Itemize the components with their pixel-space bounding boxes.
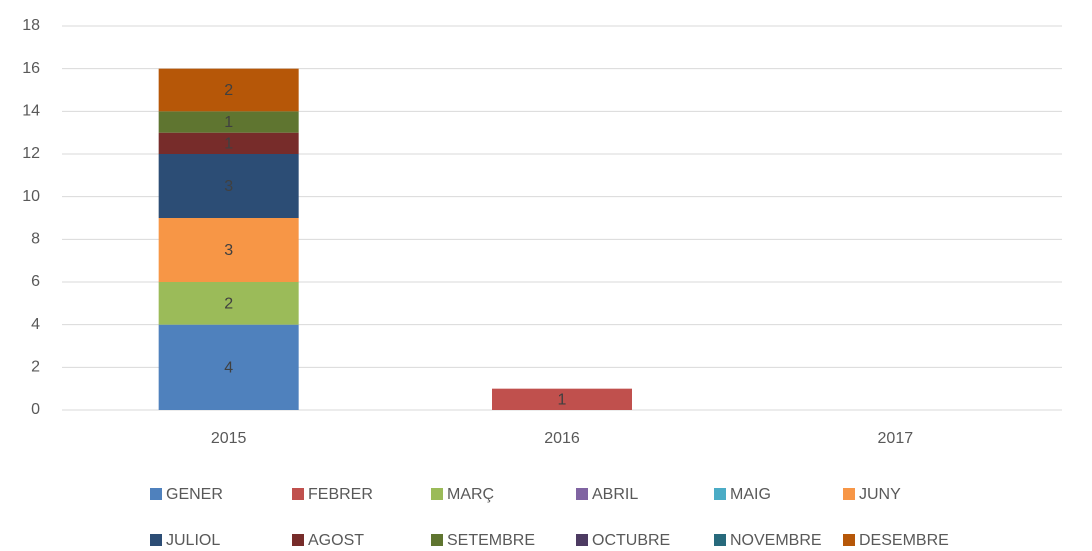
legend-label: NOVEMBRE [730,532,822,549]
legend-label: JUNY [859,486,901,503]
y-tick-label: 8 [31,231,40,248]
y-tick-label: 18 [22,17,40,34]
legend-label: AGOST [308,532,364,549]
legend-label: MAIG [730,486,771,503]
y-tick-label: 14 [22,103,40,120]
y-tick-label: 6 [31,273,40,290]
legend-swatch [292,534,304,546]
x-tick-label: 2016 [544,430,580,447]
legend-label: FEBRER [308,486,373,503]
legend-swatch [714,488,726,500]
legend-label: MARÇ [447,486,494,503]
y-tick-label: 4 [31,316,40,333]
legend-swatch [150,488,162,500]
y-tick-label: 2 [31,359,40,376]
bar-segment [158,218,299,282]
legend-swatch [576,534,588,546]
data-label: 1 [224,136,233,153]
legend-label: DESEMBRE [859,532,949,549]
legend-swatch [714,534,726,546]
legend-swatch [843,534,855,546]
legend-swatch [292,488,304,500]
legend-swatch [431,488,443,500]
legend-label: ABRIL [592,486,638,503]
legend-swatch [150,534,162,546]
bar-segment [158,282,299,325]
legend-label: JULIOL [166,532,220,549]
data-label: 1 [558,392,567,409]
legend-swatch [843,488,855,500]
bar-segment [158,68,299,112]
bar-segment [158,154,299,218]
data-label: 2 [224,82,233,99]
data-label: 1 [224,114,233,131]
data-label: 3 [224,178,233,195]
bar-segment [158,132,299,154]
x-tick-label: 2017 [878,430,914,447]
data-label: 2 [224,296,233,313]
y-tick-label: 0 [31,401,40,418]
legend-label: SETEMBRE [447,532,535,549]
legend-swatch [576,488,588,500]
bar-segment [492,388,632,410]
data-label: 3 [224,242,233,259]
legend-label: OCTUBRE [592,532,670,549]
x-tick-label: 2015 [211,430,247,447]
bar-segment [158,324,299,410]
legend-swatch [431,534,443,546]
y-tick-label: 16 [22,60,40,77]
bar-segment [158,111,299,133]
y-tick-label: 12 [22,145,40,162]
data-label: 4 [224,360,233,377]
legend-label: GENER [166,486,223,503]
y-tick-label: 10 [22,188,40,205]
